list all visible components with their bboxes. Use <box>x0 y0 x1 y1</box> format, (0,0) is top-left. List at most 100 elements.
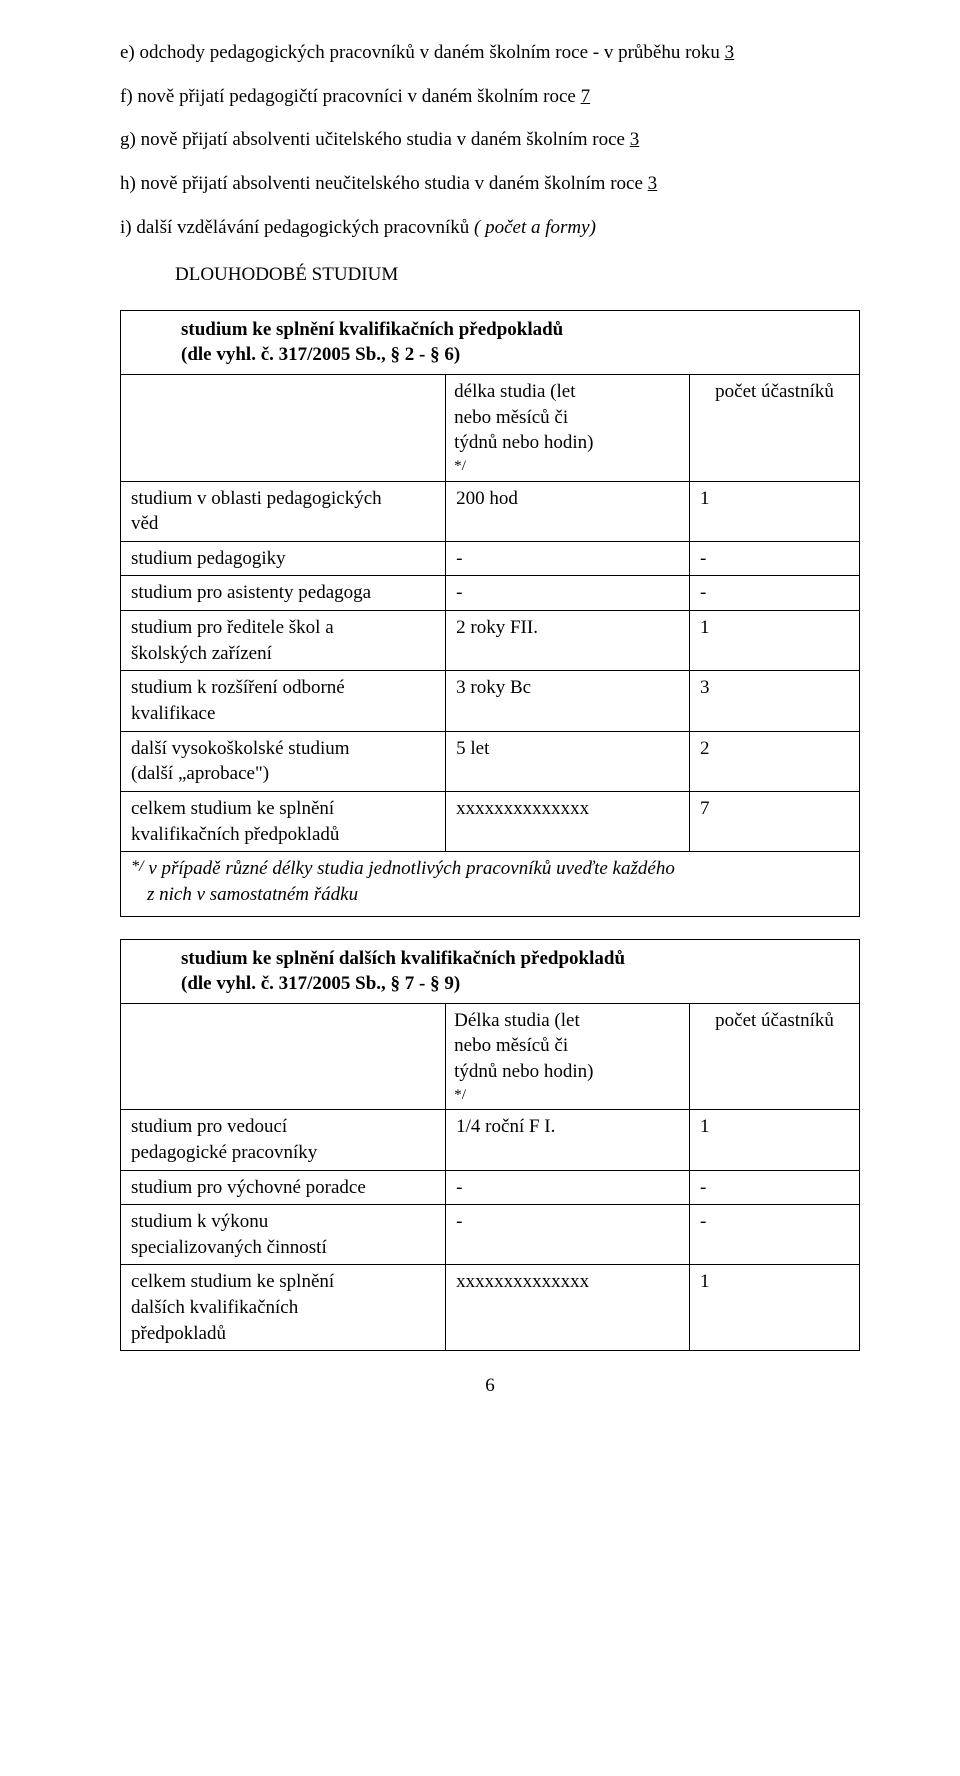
row-b: 1/4 roční F I. <box>446 1110 690 1170</box>
row-c: - <box>690 1170 860 1205</box>
cell-text: celkem studium ke splnění <box>131 796 435 822</box>
col-header-blank <box>121 1003 446 1109</box>
footnote-mark: */ <box>131 858 144 875</box>
col-header-count: počet účastníků <box>690 1003 860 1109</box>
para-h-val: 3 <box>648 173 658 194</box>
table-row: studium pro ředitele škol a školských za… <box>121 611 860 671</box>
table-row: studium pro výchovné poradce - - <box>121 1170 860 1205</box>
para-e-text: e) odchody pedagogických pracovníků v da… <box>120 42 725 63</box>
row-c: 1 <box>690 611 860 671</box>
table-further-qualification: studium ke splnění dalších kvalifikačníc… <box>120 939 860 1352</box>
col2-l1: Délka studia (let <box>454 1008 681 1034</box>
cell-text: celkem studium ke splnění <box>131 1269 435 1295</box>
cell-text: věd <box>131 511 435 537</box>
cell-text: studium k rozšíření odborné <box>131 675 435 701</box>
para-i-italic: ( počet a formy) <box>474 217 596 238</box>
table-row: studium pro vedoucí pedagogické pracovní… <box>121 1110 860 1170</box>
para-e: e) odchody pedagogických pracovníků v da… <box>120 40 860 66</box>
page-number: 6 <box>120 1373 860 1399</box>
col2-l1: délka studia (let <box>454 379 681 405</box>
section2-title-l2: (dle vyhl. č. 317/2005 Sb., § 7 - § 9) <box>181 971 849 997</box>
para-i: i) další vzdělávání pedagogických pracov… <box>120 215 860 241</box>
row-a: studium pro ředitele škol a školských za… <box>121 611 446 671</box>
para-g-val: 3 <box>630 129 640 150</box>
footnote-l2: z nich v samostatném řádku <box>131 882 849 908</box>
para-g-text: g) nově přijatí absolventi učitelského s… <box>120 129 630 150</box>
table-row: další vysokoškolské studium (další „apro… <box>121 731 860 791</box>
row-a: studium k rozšíření odborné kvalifikace <box>121 671 446 731</box>
row-a: další vysokoškolské studium (další „apro… <box>121 731 446 791</box>
para-e-val: 3 <box>725 42 735 63</box>
table-row: délka studia (let nebo měsíců či týdnů n… <box>121 375 860 481</box>
row-a: studium pro asistenty pedagoga <box>121 576 446 611</box>
col3-text: počet účastníků <box>715 1010 834 1031</box>
row-a: studium v oblasti pedagogických věd <box>121 481 446 541</box>
col-header-length: délka studia (let nebo měsíců či týdnů n… <box>446 375 690 481</box>
row-b: - <box>446 541 690 576</box>
row-c: - <box>690 576 860 611</box>
row-c: - <box>690 541 860 576</box>
col-header-length: Délka studia (let nebo měsíců či týdnů n… <box>446 1003 690 1109</box>
table-row: studium k rozšíření odborné kvalifikace … <box>121 671 860 731</box>
cell-text: studium k výkonu <box>131 1209 435 1235</box>
section1-title: studium ke splnění kvalifikačních předpo… <box>121 310 860 374</box>
col2-l3: týdnů nebo hodin) <box>454 1059 681 1085</box>
row-a: studium pedagogiky <box>121 541 446 576</box>
row-c: 2 <box>690 731 860 791</box>
cell-text: studium v oblasti pedagogických <box>131 486 435 512</box>
cell-text: dalších kvalifikačních <box>131 1295 435 1321</box>
section1-title-l2: (dle vyhl. č. 317/2005 Sb., § 2 - § 6) <box>181 342 849 368</box>
table-row: studium ke splnění kvalifikačních předpo… <box>121 310 860 374</box>
table-qualification-prerequisites: studium ke splnění kvalifikačních předpo… <box>120 310 860 917</box>
row-b: - <box>446 1205 690 1265</box>
cell-text: specializovaných činností <box>131 1235 435 1261</box>
row-a: celkem studium ke splnění kvalifikačních… <box>121 791 446 851</box>
col2-l2: nebo měsíců či <box>454 1033 681 1059</box>
row-c: 7 <box>690 791 860 851</box>
col-header-count: počet účastníků <box>690 375 860 481</box>
row-b: xxxxxxxxxxxxxx <box>446 791 690 851</box>
footnote-l1: v případě různé délky studia jednotlivýc… <box>148 858 675 879</box>
row-a: studium k výkonu specializovaných činnos… <box>121 1205 446 1265</box>
para-f: f) nově přijatí pedagogičtí pracovníci v… <box>120 84 860 110</box>
table-row: celkem studium ke splnění kvalifikačních… <box>121 791 860 851</box>
section2-title-l1: studium ke splnění dalších kvalifikačníc… <box>181 946 849 972</box>
section1-title-l1: studium ke splnění kvalifikačních předpo… <box>181 317 849 343</box>
cell-text: kvalifikace <box>131 701 435 727</box>
row-a: celkem studium ke splnění dalších kvalif… <box>121 1265 446 1351</box>
table-row: studium v oblasti pedagogických věd 200 … <box>121 481 860 541</box>
para-i-text: i) další vzdělávání pedagogických pracov… <box>120 217 474 238</box>
col3-text: počet účastníků <box>715 381 834 402</box>
cell-text: (další „aprobace") <box>131 761 435 787</box>
footnote-cell: */ v případě různé délky studia jednotli… <box>121 852 860 916</box>
col2-l3: týdnů nebo hodin) <box>454 430 681 456</box>
table-row: celkem studium ke splnění dalších kvalif… <box>121 1265 860 1351</box>
cell-text: předpokladů <box>131 1321 435 1347</box>
row-b: 200 hod <box>446 481 690 541</box>
page: e) odchody pedagogických pracovníků v da… <box>0 0 960 1429</box>
cell-text: kvalifikačních předpokladů <box>131 822 435 848</box>
section2-title: studium ke splnění dalších kvalifikačníc… <box>121 939 860 1003</box>
para-h-text: h) nově přijatí absolventi neučitelského… <box>120 173 648 194</box>
cell-text: pedagogické pracovníky <box>131 1140 435 1166</box>
cell-text: studium pro ředitele škol a <box>131 615 435 641</box>
cell-text: školských zařízení <box>131 641 435 667</box>
heading-long-term: DLOUHODOBÉ STUDIUM <box>120 262 860 288</box>
table-row: studium pedagogiky - - <box>121 541 860 576</box>
table-row: studium pro asistenty pedagoga - - <box>121 576 860 611</box>
col2-l2: nebo měsíců či <box>454 405 681 431</box>
cell-text: studium pro vedoucí <box>131 1114 435 1140</box>
row-a: studium pro výchovné poradce <box>121 1170 446 1205</box>
table-row-footnote: */ v případě různé délky studia jednotli… <box>121 852 860 916</box>
row-a: studium pro vedoucí pedagogické pracovní… <box>121 1110 446 1170</box>
col2-l4: */ <box>454 1085 681 1106</box>
para-g: g) nově přijatí absolventi učitelského s… <box>120 127 860 153</box>
para-h: h) nově přijatí absolventi neučitelského… <box>120 171 860 197</box>
row-c: 1 <box>690 1110 860 1170</box>
para-f-val: 7 <box>581 86 591 107</box>
row-c: 1 <box>690 481 860 541</box>
row-b: xxxxxxxxxxxxxx <box>446 1265 690 1351</box>
row-c: - <box>690 1205 860 1265</box>
row-b: 5 let <box>446 731 690 791</box>
para-f-text: f) nově přijatí pedagogičtí pracovníci v… <box>120 86 581 107</box>
